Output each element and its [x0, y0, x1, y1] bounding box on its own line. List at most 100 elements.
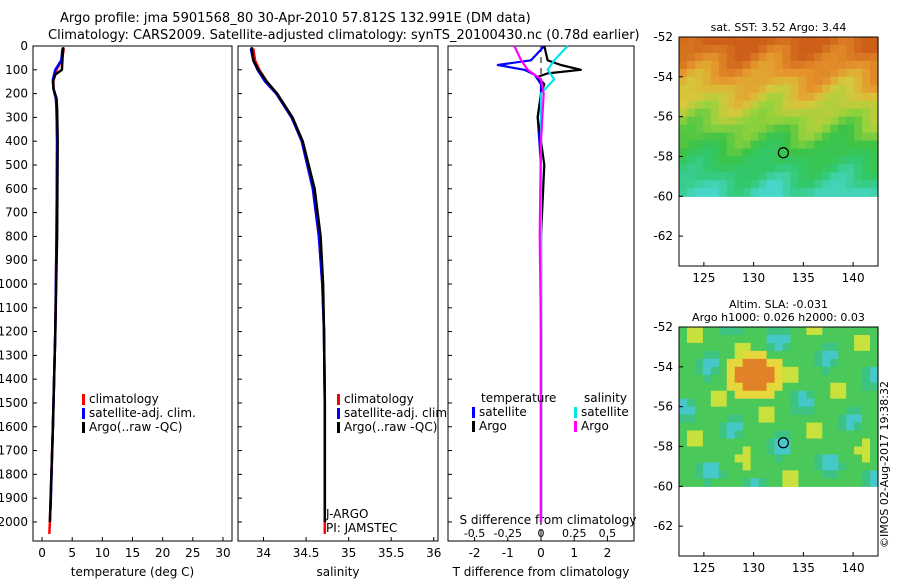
heatmap-cell — [870, 414, 879, 424]
heatmap-cell — [798, 84, 807, 94]
heatmap-cell — [806, 342, 815, 352]
heatmap-cell — [758, 52, 768, 62]
heatmap-cell — [758, 390, 768, 400]
heatmap-cell — [798, 172, 807, 181]
heatmap-cell — [679, 406, 688, 416]
heatmap-cell — [702, 327, 712, 336]
heatmap-cell — [750, 350, 760, 360]
heatmap-cell — [726, 374, 736, 384]
heatmap-cell — [838, 76, 847, 86]
heatmap-cell — [766, 446, 776, 456]
heatmap-cell — [822, 327, 831, 336]
heatmap-cell — [830, 470, 839, 479]
heatmap-cell — [790, 342, 799, 352]
heatmap-cell — [830, 334, 839, 344]
heatmap-cell — [679, 334, 688, 344]
map-title: Argo h1000: 0.026 h2000: 0.03 — [692, 311, 865, 324]
heatmap-cell — [694, 156, 704, 166]
heatmap-cell — [854, 342, 863, 352]
heatmap-cell — [830, 454, 839, 464]
heatmap-cell — [814, 334, 823, 344]
heatmap-cell — [766, 84, 776, 94]
heatmap-cell — [862, 366, 871, 376]
heatmap-cell — [822, 470, 831, 479]
heatmap-cell — [734, 76, 744, 86]
heatmap-cell — [838, 164, 847, 174]
legend-swatch — [574, 407, 577, 418]
heatmap-cell — [854, 116, 863, 126]
y-tick-label: 200 — [5, 87, 28, 101]
heatmap-cell — [679, 44, 688, 54]
heatmap-cell — [782, 124, 792, 134]
heatmap-cell — [830, 374, 839, 384]
heatmap-cell — [822, 180, 831, 189]
heatmap-cell — [814, 327, 823, 336]
heatmap-cell — [694, 454, 704, 464]
heatmap-cell — [718, 342, 728, 352]
heatmap-cell — [694, 358, 704, 368]
y-tick-label: 1700 — [0, 444, 28, 458]
x-tick-label: 135 — [792, 561, 815, 575]
heatmap-cell — [846, 422, 855, 432]
heatmap-cell — [822, 374, 831, 384]
heatmap-cell — [766, 406, 776, 416]
heatmap-cell — [742, 92, 752, 102]
heatmap-cell — [686, 180, 696, 189]
heatmap-cell — [758, 108, 768, 118]
heatmap-cell — [830, 148, 839, 158]
heatmap-cell — [686, 462, 696, 471]
heatmap-cell — [750, 92, 760, 102]
y-tick-label: 1100 — [0, 301, 28, 315]
heatmap-cell — [798, 478, 807, 487]
heatmap-cell — [742, 422, 752, 432]
heatmap-cell — [694, 124, 704, 134]
heatmap-cell — [854, 398, 863, 408]
heatmap-cell — [782, 60, 792, 70]
heatmap-cell — [822, 164, 831, 174]
heatmap-cell — [814, 52, 823, 62]
x-tick-label: 10 — [95, 546, 110, 560]
heatmap-cell — [679, 60, 688, 70]
heatmap-cell — [734, 84, 744, 94]
heatmap-cell — [742, 462, 752, 471]
heatmap-cell — [846, 188, 855, 197]
heatmap-cell — [862, 454, 871, 464]
heatmap-cell — [774, 406, 784, 416]
heatmap-cell — [870, 124, 879, 134]
heatmap-cell — [750, 478, 760, 487]
heatmap-cell — [854, 438, 863, 448]
heatmap-cell — [734, 52, 744, 62]
heatmap-cell — [774, 446, 784, 456]
heatmap-cell — [750, 68, 760, 78]
heatmap-cell — [846, 398, 855, 408]
heatmap-cell — [679, 37, 688, 46]
y-tick-label: 500 — [5, 158, 28, 172]
heatmap-cell — [702, 132, 712, 142]
heatmap-cell — [870, 76, 879, 86]
heatmap-cell — [758, 180, 768, 189]
map-title: Altim. SLA: -0.031 — [729, 298, 828, 311]
heatmap-cell — [854, 462, 863, 471]
heatmap-cell — [774, 478, 784, 487]
heatmap-cell — [838, 406, 847, 416]
heatmap-cell — [790, 327, 799, 336]
heatmap-cell — [774, 390, 784, 400]
heatmap-cell — [854, 358, 863, 368]
heatmap-cell — [750, 382, 760, 392]
heatmap-cell — [798, 398, 807, 408]
heatmap-cell — [782, 44, 792, 54]
heatmap-cell — [726, 148, 736, 158]
heatmap-cell — [838, 358, 847, 368]
heatmap-cell — [742, 60, 752, 70]
heatmap-cell — [838, 180, 847, 189]
heatmap-cell — [758, 446, 768, 456]
heatmap-cell — [854, 148, 863, 158]
heatmap-cell — [750, 116, 760, 126]
heatmap-cell — [830, 37, 839, 46]
legend-title-temperature: temperature — [481, 391, 556, 405]
heatmap-cell — [790, 148, 799, 158]
heatmap-cell — [830, 382, 839, 392]
heatmap-cell — [694, 68, 704, 78]
heatmap-cell — [726, 327, 736, 336]
heatmap-cell — [774, 116, 784, 126]
